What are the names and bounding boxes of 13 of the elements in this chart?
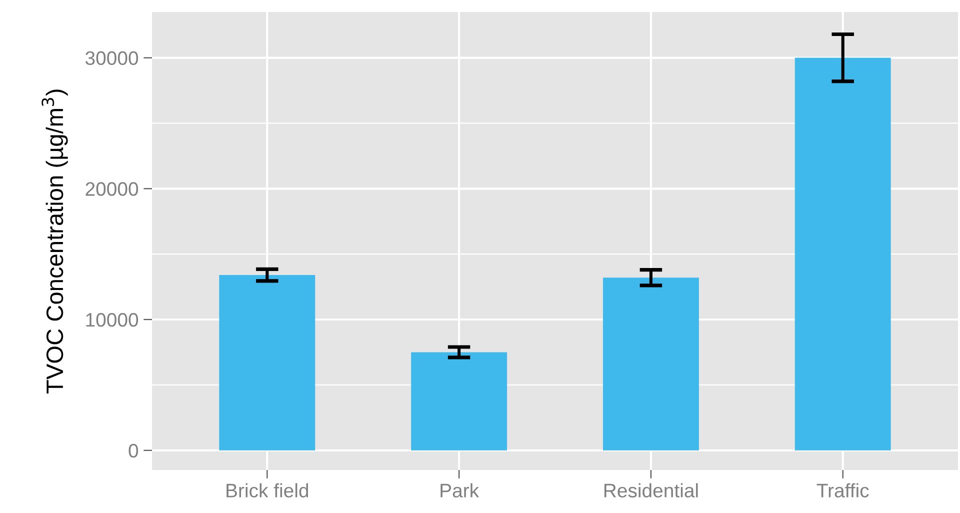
x-tick-label: Residential — [604, 483, 698, 498]
y-tick-label: 20000 — [86, 182, 138, 196]
y-tick-label: 0 — [128, 444, 138, 458]
y-axis-title: TVOC Concentration (µg/m$^{3}$) — [42, 90, 68, 394]
y-tick-label: 30000 — [85, 51, 138, 66]
x-tick-label: Park — [440, 483, 480, 498]
x-tick-label: Traffic — [816, 483, 869, 498]
y-tick-label: 10000 — [86, 312, 138, 327]
x-tick-label: Brick field — [226, 483, 308, 498]
bar — [794, 58, 891, 450]
bar — [411, 352, 508, 450]
bar — [219, 275, 316, 450]
bar — [602, 278, 699, 450]
